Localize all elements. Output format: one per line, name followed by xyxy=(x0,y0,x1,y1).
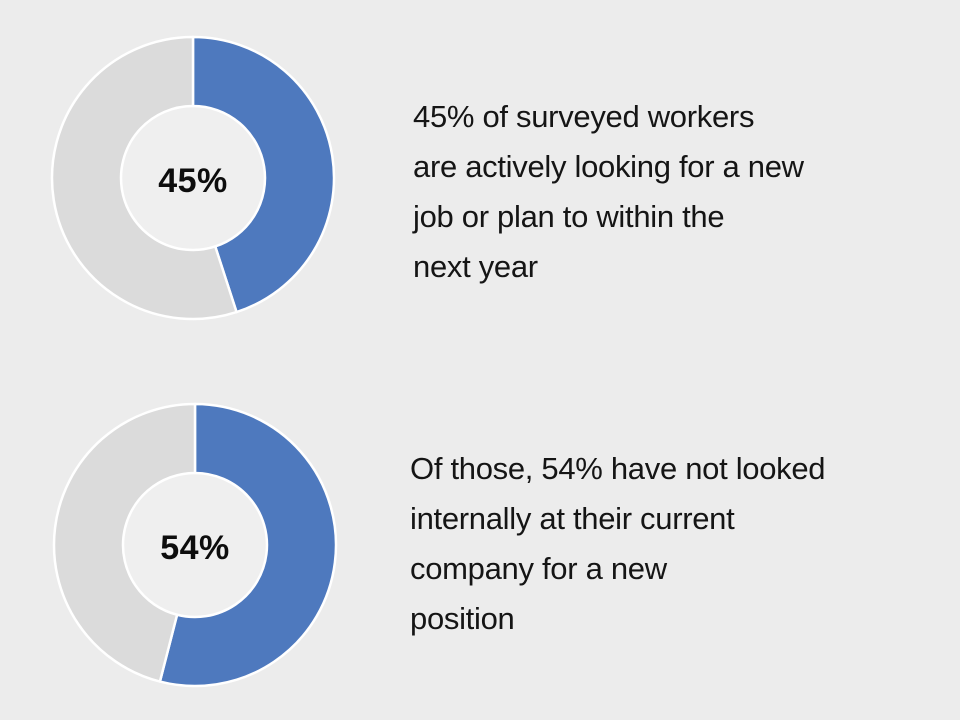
donut-top-center-label: 45% xyxy=(158,161,228,200)
donut-chart-top: 45% xyxy=(48,33,338,323)
caption-bottom-line-1: Of those, 54% have not looked xyxy=(410,451,826,486)
caption-bottom-line-4: position xyxy=(410,601,515,636)
caption-bottom: Of those, 54% have not looked internally… xyxy=(410,444,826,644)
caption-top-line-4: next year xyxy=(413,249,538,284)
donut-chart-bottom: 54% xyxy=(50,400,340,690)
caption-bottom-line-2: internally at their current xyxy=(410,501,735,536)
donut-bottom-center-label: 54% xyxy=(160,528,230,567)
caption-top-line-2: are actively looking for a new xyxy=(413,149,804,184)
caption-top-line-3: job or plan to within the xyxy=(413,199,725,234)
donut-chart-bottom-svg xyxy=(52,402,338,688)
caption-top-line-1: 45% of surveyed workers xyxy=(413,99,755,134)
caption-bottom-line-3: company for a new xyxy=(410,551,667,586)
caption-top: 45% of surveyed workers are actively loo… xyxy=(413,92,804,292)
donut-chart-top-svg xyxy=(50,35,336,321)
